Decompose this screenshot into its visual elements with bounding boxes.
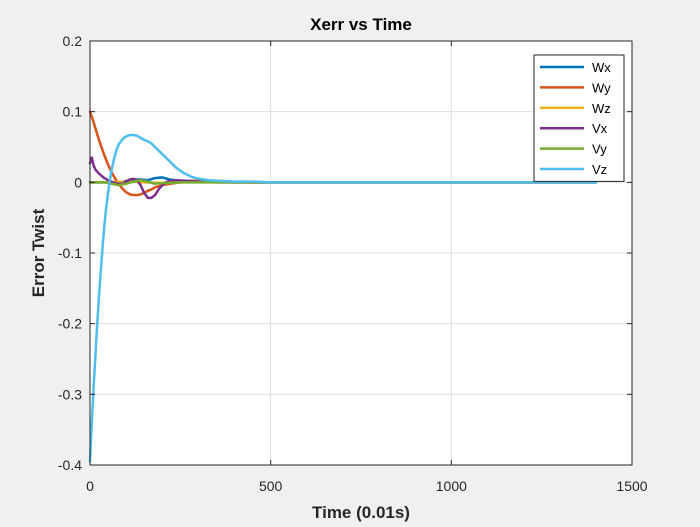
chart-title: Xerr vs Time	[310, 15, 412, 34]
y-axis: -0.4 -0.3 -0.2 -0.1 0 0.1 0.2	[58, 33, 632, 473]
series-layer	[88, 110, 598, 463]
x-tick-label: 500	[259, 478, 283, 494]
legend-label-wz: Wz	[592, 101, 611, 116]
y-tick-label: 0.1	[63, 104, 83, 120]
x-tick-label: 0	[86, 478, 94, 494]
legend-label-vx: Vx	[592, 121, 608, 136]
series-line-vz	[88, 133, 598, 463]
x-tick-label: 1500	[616, 478, 647, 494]
y-tick-label: -0.2	[58, 316, 82, 332]
legend-label-wx: Wx	[592, 60, 611, 75]
y-tick-label: -0.1	[58, 245, 82, 261]
x-axis-label: Time (0.01s)	[312, 503, 410, 522]
legend-label-wy: Wy	[592, 80, 611, 95]
y-tick-label: -0.4	[58, 457, 82, 473]
x-axis: 0 500 1000 1500	[86, 41, 648, 494]
y-axis-label: Error Twist	[29, 208, 48, 297]
y-tick-label: 0.2	[63, 33, 83, 49]
legend-label-vz: Vz	[592, 162, 607, 177]
x-tick-label: 1000	[436, 478, 467, 494]
y-tick-label: -0.3	[58, 386, 82, 402]
legend-box	[533, 54, 625, 182]
legend[interactable]: Wx Wy Wz Vx Vy Vz	[533, 54, 625, 182]
legend-label-vy: Vy	[592, 142, 607, 157]
y-tick-label: 0	[74, 174, 82, 190]
